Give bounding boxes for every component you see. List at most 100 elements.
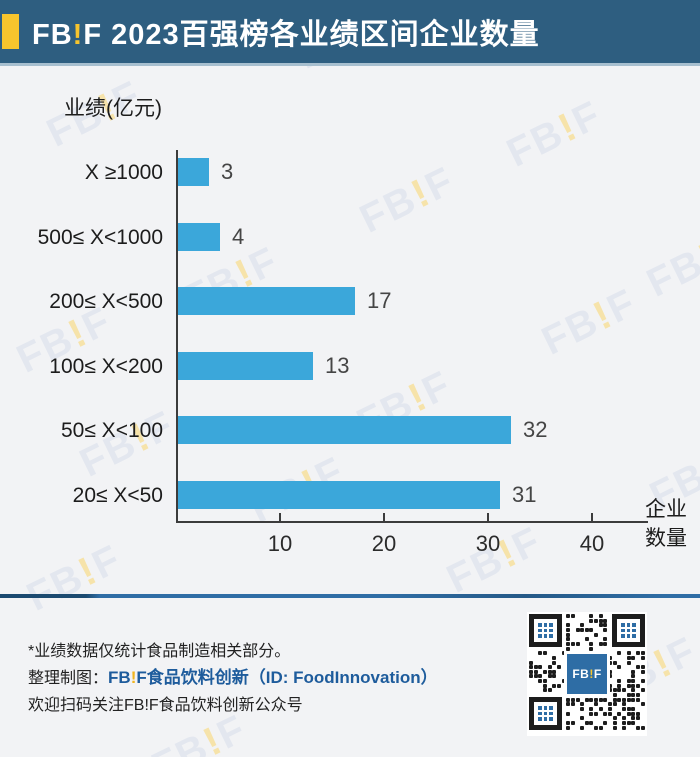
qr-finder-top-right	[612, 614, 645, 647]
qr-module	[566, 646, 571, 651]
qr-module	[612, 716, 617, 721]
qr-module	[552, 669, 557, 674]
bar	[178, 352, 313, 380]
qr-code: FB! F	[527, 612, 647, 736]
qr-module	[547, 665, 552, 670]
qr-module	[598, 651, 603, 656]
qr-module	[552, 655, 557, 660]
qr-module	[594, 711, 599, 716]
qr-module	[566, 702, 571, 707]
qr-module	[626, 651, 631, 656]
qr-module	[631, 707, 636, 711]
qr-module	[598, 697, 603, 702]
qr-module	[617, 711, 622, 716]
qr-module	[580, 627, 585, 632]
bar	[178, 481, 500, 509]
credit-exclamation: !	[130, 668, 137, 687]
page-title-text: 2023百强榜各业绩区间企业数量	[111, 18, 540, 51]
qr-module	[622, 707, 626, 711]
qr-module	[542, 688, 547, 693]
qr-module	[547, 674, 552, 679]
qr-module	[542, 683, 547, 688]
qr-module	[608, 674, 613, 679]
qr-module	[603, 693, 608, 698]
qr-module	[533, 665, 538, 670]
x-axis-tick-label: 10	[267, 531, 293, 556]
qr-module	[635, 697, 640, 702]
x-axis-tick-label: 40	[579, 531, 605, 556]
header-bottom-strip	[0, 63, 700, 66]
qr-module	[617, 665, 622, 670]
qr-module	[631, 669, 636, 674]
qr-module	[612, 693, 617, 698]
brand-logo: FB!F	[32, 18, 103, 51]
qr-module	[580, 702, 585, 707]
qr-module	[529, 665, 533, 670]
qr-module	[631, 683, 636, 688]
qr-module	[566, 627, 571, 632]
qr-module	[598, 614, 603, 618]
qr-module	[612, 660, 617, 665]
qr-module	[598, 641, 603, 646]
qr-module	[594, 651, 599, 656]
qr-module	[570, 641, 575, 646]
qr-module	[598, 693, 603, 698]
qr-module	[631, 716, 636, 721]
qr-module	[617, 679, 622, 684]
x-axis-title: 企业 数量	[645, 495, 687, 553]
qr-module	[566, 632, 571, 637]
qr-note: 欢迎扫码关注FB!F食品饮料创新公众号	[28, 697, 303, 714]
watermark: FB!F	[500, 92, 609, 176]
y-axis-title: 业绩(亿元)	[64, 97, 162, 120]
qr-module	[612, 702, 617, 707]
qr-finder-inner	[621, 623, 636, 638]
qr-module	[635, 725, 640, 730]
qr-module	[608, 711, 613, 716]
qr-module	[603, 618, 608, 623]
qr-module	[594, 618, 599, 623]
qr-module	[631, 720, 636, 725]
qr-module	[626, 693, 631, 698]
qr-module	[640, 651, 645, 656]
qr-module	[566, 651, 571, 656]
qr-module	[631, 674, 636, 679]
bar	[178, 223, 220, 251]
qr-module	[566, 725, 571, 730]
qr-module	[608, 688, 613, 693]
qr-module	[584, 637, 589, 642]
qr-module	[608, 702, 613, 707]
watermark: FB!F	[640, 234, 700, 306]
category-label: 500≤ X<1000	[37, 226, 163, 249]
qr-module	[589, 614, 594, 618]
qr-module	[608, 707, 613, 711]
qr-module	[617, 688, 622, 693]
qr-module	[640, 702, 645, 707]
x-axis-tick	[383, 513, 385, 521]
qr-module	[538, 679, 543, 684]
qr-module	[635, 651, 640, 656]
bar	[178, 158, 209, 186]
qr-module	[617, 651, 622, 656]
qr-module	[617, 697, 622, 702]
header-bar: FB!F 2023百强榜各业绩区间企业数量	[0, 0, 700, 63]
qr-module	[603, 641, 608, 646]
qr-module	[594, 702, 599, 707]
bar	[178, 287, 355, 315]
qr-module	[580, 725, 585, 730]
qr-module	[552, 674, 557, 679]
watermark: FB!F	[535, 280, 644, 364]
qr-module	[631, 688, 636, 693]
qr-module	[580, 707, 585, 711]
qr-module	[635, 683, 640, 688]
brand-exclamation: !	[72, 18, 84, 51]
qr-module	[603, 697, 608, 702]
qr-module	[608, 683, 613, 688]
qr-module	[589, 707, 594, 711]
qr-module	[538, 674, 543, 679]
x-axis-title-line1: 企业	[645, 498, 687, 521]
value-label: 4	[232, 224, 245, 249]
qr-module	[626, 711, 631, 716]
y-axis-line	[176, 150, 178, 523]
x-axis-tick-label: 30	[475, 531, 501, 556]
qr-module	[547, 688, 552, 693]
